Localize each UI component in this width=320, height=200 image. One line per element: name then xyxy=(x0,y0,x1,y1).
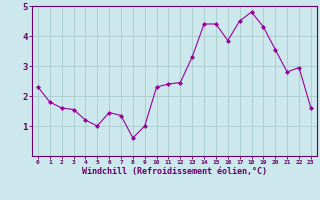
X-axis label: Windchill (Refroidissement éolien,°C): Windchill (Refroidissement éolien,°C) xyxy=(82,167,267,176)
